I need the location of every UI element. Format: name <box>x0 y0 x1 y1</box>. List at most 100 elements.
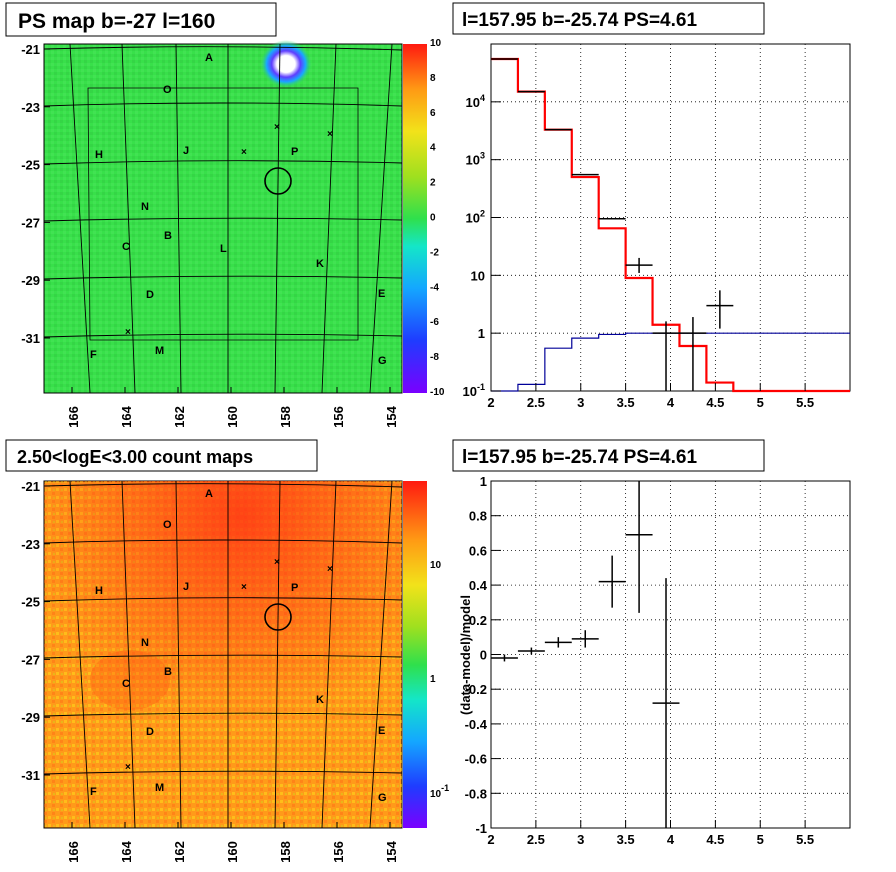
colorbar-tick-label: 6 <box>430 108 436 119</box>
y-tick-label: 0.4 <box>469 578 488 593</box>
spectrum-x-ticks: 2 2.5 3 3.5 4 4.5 5 5.5 <box>487 383 814 410</box>
count-colorbar-ticks: 10 1 10-1 <box>430 560 449 800</box>
colorbar-tick-label: -10 <box>430 387 445 398</box>
svg-text:A: A <box>205 488 213 500</box>
colorbar-tick-label: -2 <box>430 247 439 258</box>
svg-text:×: × <box>274 557 280 568</box>
bl-title: 2.50<logE<3.00 count maps <box>17 447 253 467</box>
count-y-tick-labels: -21 -23 -25 -27 -29 -31 <box>21 479 50 783</box>
svg-text:×: × <box>327 564 333 575</box>
ps-x-marks: × × × × <box>125 122 333 338</box>
x-tick-label: 4.5 <box>706 395 724 410</box>
y-tick-label: -25 <box>21 595 40 610</box>
y-tick-label: 1 <box>480 474 487 489</box>
y-tick-label: 0.2 <box>469 613 487 628</box>
y-tick-label: 0.8 <box>469 509 487 524</box>
colorbar-tick-label: 10 <box>430 560 442 571</box>
x-tick-label: 160 <box>225 841 240 863</box>
y-tick-label: -25 <box>21 158 40 173</box>
x-tick-label: 5.5 <box>796 395 814 410</box>
svg-text:M: M <box>155 345 164 357</box>
x-tick-label: 2.5 <box>527 395 545 410</box>
svg-text:×: × <box>241 582 247 593</box>
ps-x-tick-labels: 166 164 162 160 158 156 154 <box>66 387 399 428</box>
y-tick-label: 0.6 <box>469 543 487 558</box>
ps-colorbar-ticks: 10 8 6 4 2 0 -2 -4 -6 -8 -10 <box>430 38 445 398</box>
svg-text:F: F <box>90 349 97 361</box>
svg-text:G: G <box>378 355 387 367</box>
y-tick-label: -1 <box>475 821 487 836</box>
svg-text:J: J <box>183 581 189 593</box>
y-tick-label: -23 <box>21 100 40 115</box>
tr-title: l=157.95 b=-25.74 PS=4.61 <box>462 10 697 31</box>
y-tick-label: 1 <box>478 326 485 341</box>
svg-text:×: × <box>241 147 247 158</box>
svg-text:H: H <box>95 585 103 597</box>
count-x-marks: × × × × <box>125 557 333 773</box>
y-tick-label: 103 <box>466 151 485 168</box>
x-tick-label: 166 <box>66 406 81 428</box>
y-tick-label: -0.4 <box>465 717 488 732</box>
x-tick-label: 4 <box>667 395 675 410</box>
x-tick-label: 3.5 <box>617 832 635 847</box>
y-tick-label: 104 <box>466 93 485 110</box>
x-tick-label: 158 <box>278 406 293 428</box>
y-tick-label: 102 <box>466 209 485 226</box>
colorbar-tick-label: -8 <box>430 352 439 363</box>
colorbar-tick-label: 8 <box>430 73 436 84</box>
x-tick-label: 4.5 <box>706 832 724 847</box>
residual-ylabel: (data-model)/model <box>458 595 473 715</box>
y-tick-label: -31 <box>21 331 40 346</box>
svg-text:D: D <box>146 289 154 301</box>
residual-x-ticks: 2 2.5 3 3.5 4 4.5 5 5.5 <box>487 820 814 847</box>
svg-text:×: × <box>327 129 333 140</box>
svg-text:B: B <box>164 230 172 242</box>
svg-text:C: C <box>122 241 130 253</box>
y-tick-label: -21 <box>21 42 40 57</box>
colorbar-tick-label: 2 <box>430 178 436 189</box>
ps-map: × × × × A O H J P N B C L K D E F M G 10 8 6 4 2 0 -2 -4… <box>21 38 445 428</box>
colorbar-tick-label: 10-1 <box>430 783 449 800</box>
x-tick-label: 5.5 <box>796 832 814 847</box>
svg-text:N: N <box>141 637 149 649</box>
br-title-box: l=157.95 b=-25.74 PS=4.61 <box>452 439 765 472</box>
svg-text:G: G <box>378 792 387 804</box>
svg-text:E: E <box>378 288 385 300</box>
colorbar-tick-label: 4 <box>430 143 436 154</box>
svg-text:×: × <box>125 327 131 338</box>
svg-text:J: J <box>183 145 189 157</box>
y-tick-label: -29 <box>21 273 40 288</box>
svg-text:N: N <box>141 201 149 213</box>
residual-y-ticks: 1 0.8 0.6 0.4 0.2 0 -0.2 -0.4 -0.6 -0.8 -1 <box>465 474 501 836</box>
x-tick-label: 2 <box>487 395 494 410</box>
tr-title-box: l=157.95 b=-25.74 PS=4.61 <box>452 2 765 35</box>
svg-text:×: × <box>274 122 280 133</box>
x-tick-label: 5 <box>757 832 764 847</box>
ps-region-labels: A O H J P N B C L K D E F M G <box>90 52 387 367</box>
svg-text:K: K <box>316 694 324 706</box>
y-tick-label: -0.2 <box>465 682 487 697</box>
data-points <box>491 58 734 391</box>
svg-text:P: P <box>291 582 298 594</box>
x-tick-label: 164 <box>119 840 134 862</box>
residual-plot: 2 2.5 3 3.5 4 4.5 5 5.5 1 0.8 0.6 0.4 0.2 0 -0.2 -0.4 -… <box>458 474 851 847</box>
residual-points <box>491 481 680 828</box>
svg-text:P: P <box>291 146 298 158</box>
svg-text:A: A <box>205 52 213 64</box>
background-blue-series <box>491 332 850 392</box>
x-tick-label: 164 <box>119 405 134 427</box>
x-tick-label: 2.5 <box>527 832 545 847</box>
background-blue-line <box>491 332 850 392</box>
svg-text:O: O <box>163 84 172 96</box>
x-tick-label: 5 <box>757 395 764 410</box>
x-tick-label: 2 <box>487 832 494 847</box>
colorbar-tick-label: 1 <box>430 674 436 685</box>
y-tick-label: 10-1 <box>463 382 485 399</box>
x-tick-label: 3 <box>577 832 584 847</box>
x-tick-label: 160 <box>225 406 240 428</box>
bl-title-box: 2.50<logE<3.00 count maps <box>5 439 318 472</box>
colorbar-tick-label: 10 <box>430 38 442 49</box>
y-tick-label: -29 <box>21 710 40 725</box>
x-tick-label: 162 <box>172 841 187 863</box>
